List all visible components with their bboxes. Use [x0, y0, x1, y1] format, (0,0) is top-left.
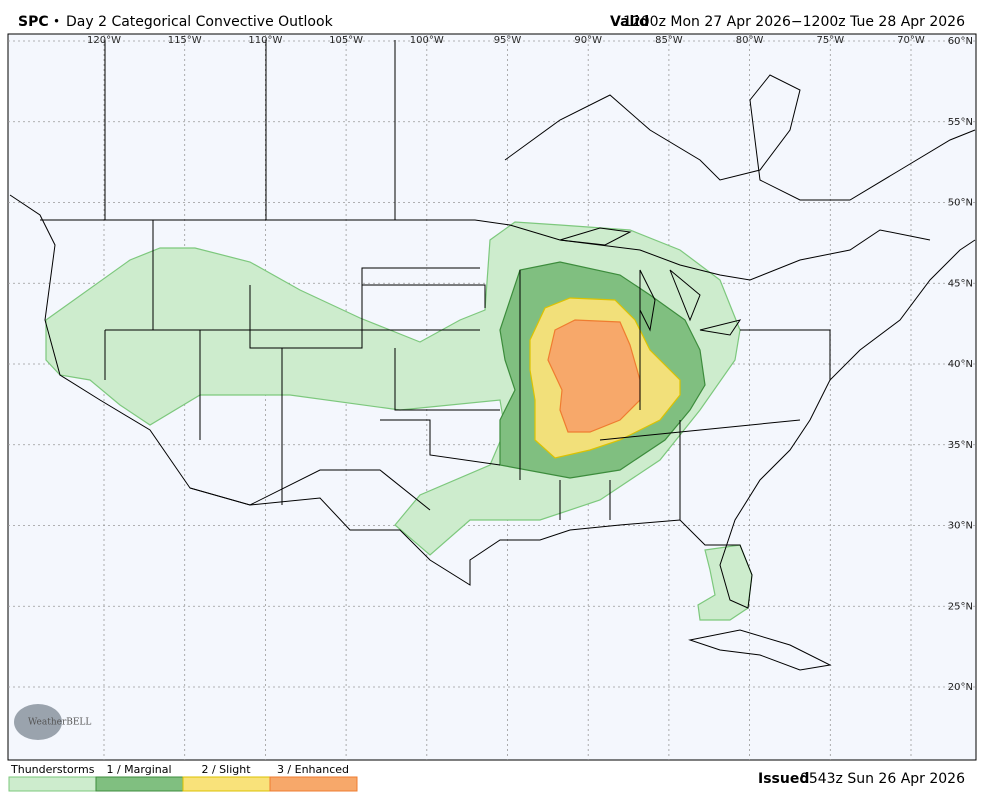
- longitude-label: 105°W: [329, 35, 363, 46]
- longitude-label: 90°W: [574, 35, 602, 46]
- logo: WeatherBELL: [14, 704, 91, 740]
- longitude-label: 75°W: [816, 35, 844, 46]
- longitude-label: 115°W: [168, 35, 202, 46]
- latitude-label: 50°N: [948, 198, 973, 209]
- logo-mark: [14, 704, 62, 740]
- latitude-label: 60°N: [948, 36, 973, 47]
- latitude-label: 45°N: [948, 278, 973, 289]
- latitude-label: 25°N: [948, 601, 973, 612]
- legend: Thunderstorms 1 / Marginal 2 / Slight 3 / E…: [8, 763, 358, 792]
- map: 120°W 115°W 110°W 105°W 100°W 95°W 90°W 85°W 80°…: [7, 33, 977, 761]
- legend-label: Thunderstorms: [10, 763, 95, 776]
- coastline: [9, 194, 976, 609]
- latitude-label: 20°N: [948, 682, 973, 693]
- longitude-label: 80°W: [736, 35, 764, 46]
- legend-label: 1 / Marginal: [106, 763, 171, 776]
- logo-text: WeatherBELL: [28, 718, 91, 728]
- latitude-label: 30°N: [948, 521, 973, 532]
- cuba: [688, 629, 832, 671]
- latitude-label: 40°N: [948, 359, 973, 370]
- valid-range: 1200z Mon 27 Apr 2026−1200z Tue 28 Apr 2…: [623, 14, 965, 30]
- legend-label: 2 / Slight: [201, 763, 251, 776]
- longitude-label: 85°W: [655, 35, 683, 46]
- legend-label: 3 / Enhanced: [277, 763, 349, 776]
- latitude-label: 55°N: [948, 117, 973, 128]
- great-lakes: [559, 227, 742, 336]
- longitude-label: 95°W: [494, 35, 522, 46]
- valid-label: Valid: [610, 14, 649, 30]
- issued-time: 0543z Sun 26 Apr 2026: [800, 771, 965, 787]
- org: SPC: [18, 14, 49, 30]
- legend-swatch: [8, 776, 97, 792]
- legend-swatch: [182, 776, 271, 792]
- state-lines: [104, 40, 831, 520]
- legend-swatch: [95, 776, 184, 792]
- border: [189, 469, 431, 511]
- border: [40, 219, 931, 281]
- longitude-label: 100°W: [410, 35, 444, 46]
- latitude-label: 35°N: [948, 440, 973, 451]
- graticule: 120°W 115°W 110°W 105°W 100°W 95°W 90°W 85°W 80°…: [8, 34, 976, 760]
- longitude-label: 110°W: [248, 35, 282, 46]
- canada-coast: [504, 74, 976, 201]
- longitude-label: 120°W: [87, 35, 121, 46]
- separator: •: [53, 15, 60, 29]
- product-title: Day 2 Categorical Convective Outlook: [66, 14, 334, 30]
- legend-swatch: [269, 776, 358, 792]
- issued-label: Issued: [758, 771, 809, 787]
- longitude-label: 70°W: [897, 35, 925, 46]
